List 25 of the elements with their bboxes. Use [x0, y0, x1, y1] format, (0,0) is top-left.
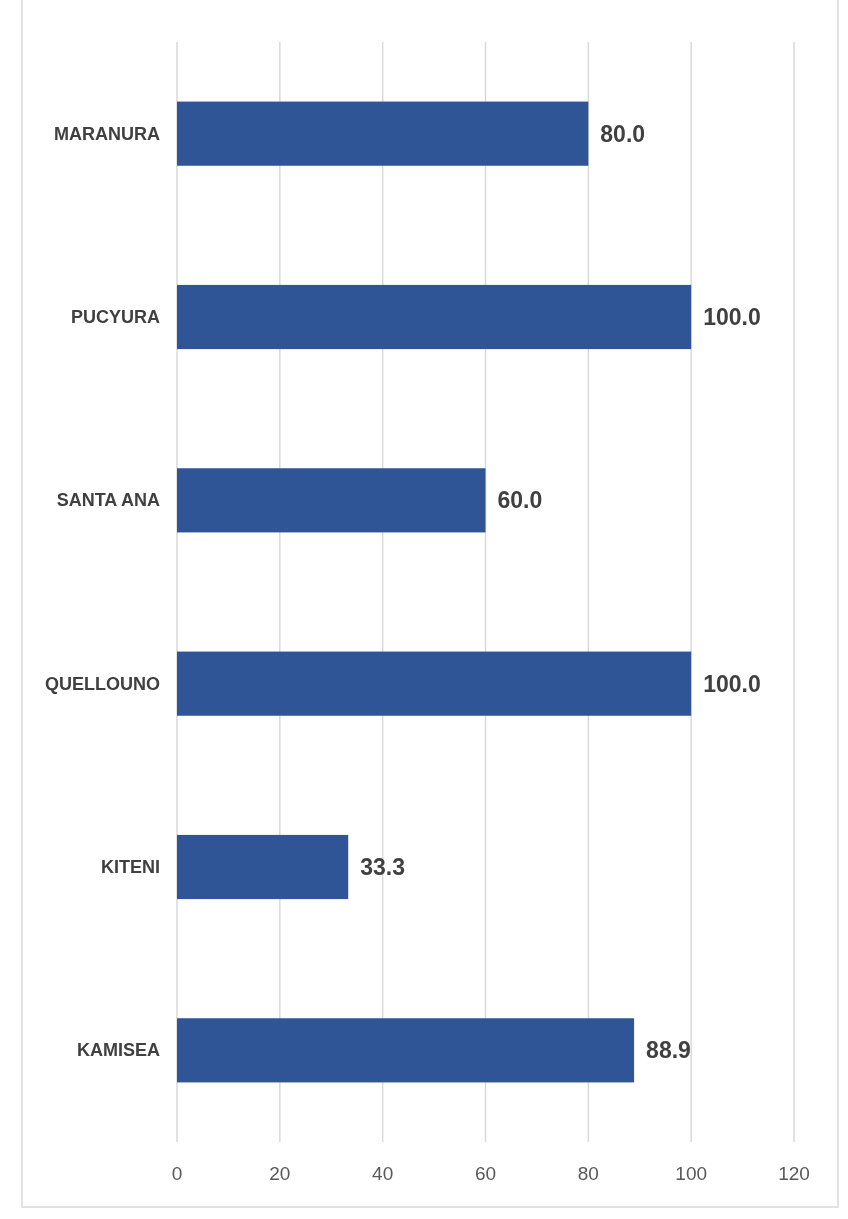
y-tick-label: SANTA ANA: [56, 490, 160, 511]
x-tick-label: 20: [269, 1163, 291, 1184]
x-tick-label: 60: [474, 1163, 497, 1184]
data-label: 100.0: [703, 304, 761, 330]
bar: [177, 101, 589, 166]
x-tick-label: 80: [577, 1163, 599, 1184]
y-tick-label: PUCYURA: [70, 307, 160, 327]
bar: [177, 834, 349, 900]
y-tick-label: KAMISEA: [76, 1040, 160, 1061]
y-tick-label: KITENI: [100, 857, 160, 877]
bar: [177, 651, 692, 716]
bar: [177, 468, 486, 533]
bar: [177, 1018, 635, 1083]
data-label: 100.0: [703, 670, 761, 697]
data-label: 60.0: [497, 487, 543, 514]
x-tick-label: 120: [778, 1163, 810, 1184]
bar: [177, 284, 692, 350]
y-tick-label: MARANURA: [54, 123, 160, 144]
data-label: 88.9: [646, 1037, 691, 1064]
x-tick-label: 40: [372, 1163, 394, 1184]
data-label: 33.3: [360, 854, 405, 880]
x-tick-label: 0: [171, 1163, 183, 1184]
data-label: 80.0: [600, 120, 646, 147]
y-tick-label: QUELLOUNO: [45, 673, 160, 694]
x-tick-label: 100: [675, 1163, 708, 1184]
